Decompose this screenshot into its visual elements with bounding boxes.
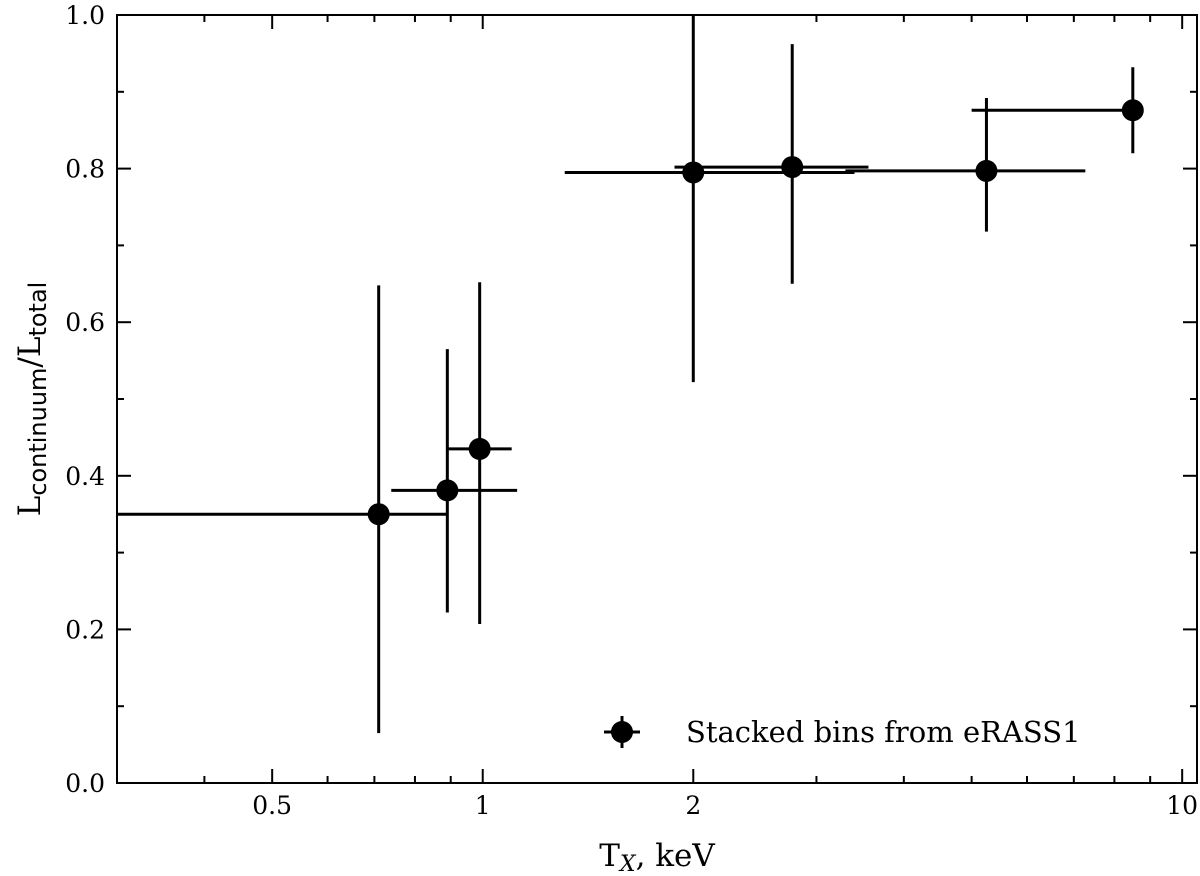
- axis-tick-labels: 0.5 1 2 10 0.0 0.2 0.4 0.6 0.8 1.0: [65, 1, 1198, 820]
- y-axis-label-sub1: continuum: [24, 368, 52, 496]
- data-point: [117, 285, 448, 734]
- y-tick-label: 0.8: [65, 155, 105, 184]
- legend: Stacked bins from eRASS1: [604, 715, 1081, 749]
- plot-frame: [116, 14, 1198, 784]
- legend-marker: [611, 721, 633, 743]
- data-points: [117, 15, 1144, 734]
- data-point: [971, 67, 1144, 154]
- y-tick-label: 0.0: [65, 769, 105, 798]
- x-tick-label: 1: [475, 791, 491, 820]
- data-point: [845, 97, 1086, 232]
- data-marker: [1121, 99, 1144, 122]
- data-marker: [436, 479, 459, 502]
- data-marker: [367, 503, 390, 526]
- y-tick-label: 1.0: [65, 1, 105, 30]
- axis-ticks: [117, 14, 1197, 784]
- x-axis-label-rest: , keV: [636, 838, 716, 874]
- x-axis-label-sub: X: [618, 852, 637, 876]
- y-axis-label-sub2: total: [24, 282, 52, 337]
- x-tick-label: 0.5: [252, 791, 292, 820]
- data-point: [391, 349, 518, 613]
- data-point: [564, 15, 855, 383]
- y-axis-label-main: L: [12, 496, 48, 517]
- data-marker: [975, 159, 998, 182]
- legend-label: Stacked bins from eRASS1: [686, 715, 1081, 749]
- y-tick-label: 0.2: [65, 615, 105, 644]
- y-tick-label: 0.4: [65, 462, 105, 491]
- data-point: [447, 282, 512, 625]
- y-axis-label: Lcontinuum/Ltotal: [12, 282, 52, 517]
- data-marker: [468, 437, 491, 460]
- data-point: [674, 44, 869, 284]
- y-axis-label-mid: /L: [12, 337, 48, 368]
- x-tick-label: 2: [685, 791, 701, 820]
- data-marker: [682, 161, 705, 184]
- x-tick-label: 10: [1166, 791, 1198, 820]
- y-tick-label: 0.6: [65, 308, 105, 337]
- x-axis-label-main: T: [599, 838, 620, 874]
- data-marker: [781, 156, 804, 179]
- x-axis-label: TX, keV: [599, 838, 715, 876]
